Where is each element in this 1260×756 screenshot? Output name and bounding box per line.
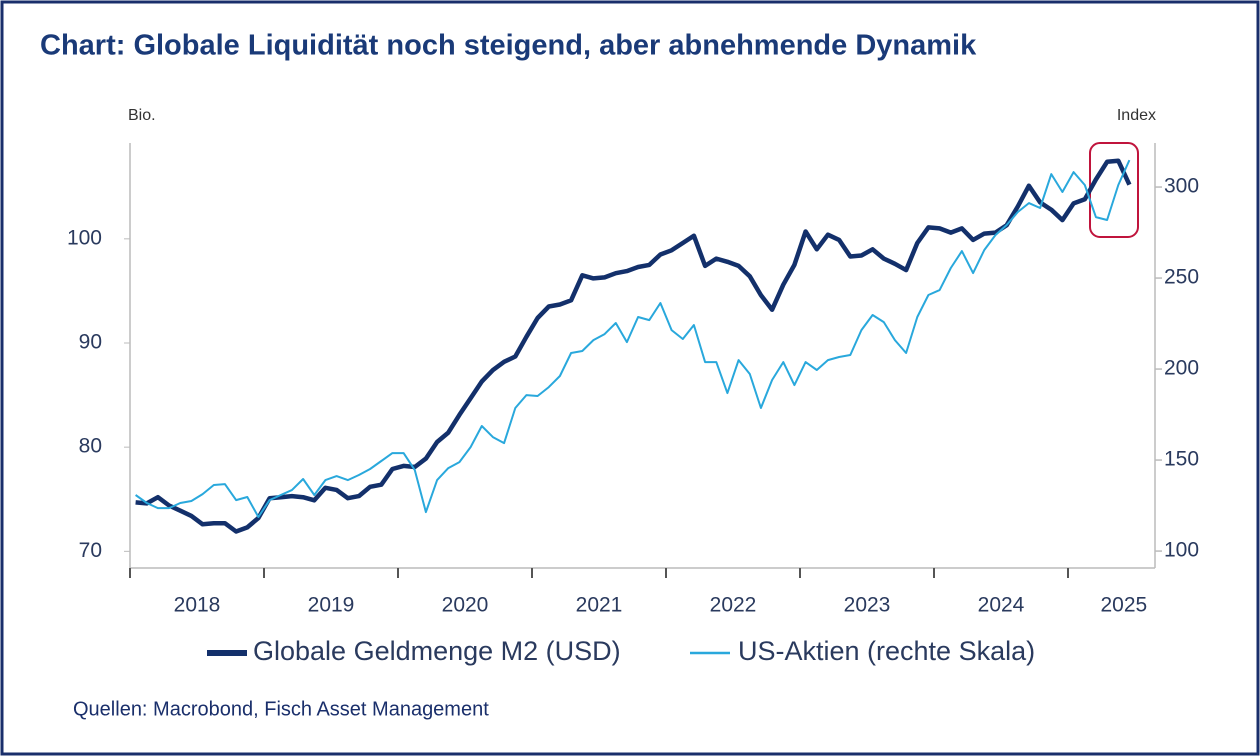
x-tick-label: 2019	[308, 594, 355, 617]
y-axis-unit: Bio.	[128, 107, 156, 124]
y-tick-label: 80	[79, 435, 102, 458]
y-tick-label: 70	[79, 539, 102, 562]
y2-tick-label: 200	[1164, 357, 1199, 380]
x-tick-label: 2020	[442, 594, 489, 617]
y2-tick-label: 250	[1164, 266, 1199, 289]
x-tick-label: 2024	[978, 594, 1025, 617]
x-tick-label: 2025	[1100, 594, 1147, 617]
chart-title: Chart: Globale Liquidität noch steigend,…	[40, 30, 977, 62]
source-note: Quellen: Macrobond, Fisch Asset Manageme…	[73, 698, 489, 720]
y2-axis-unit: Index	[1117, 107, 1156, 124]
y-tick-label: 100	[67, 226, 102, 249]
series-line	[135, 158, 1132, 534]
x-tick-label: 2021	[576, 594, 623, 617]
y2-tick-label: 300	[1164, 175, 1199, 198]
series-line	[135, 159, 1131, 518]
y2-tick-label: 150	[1164, 448, 1199, 471]
x-tick-label: 2023	[844, 594, 891, 617]
legend-label: US-Aktien (rechte Skala)	[738, 636, 1035, 666]
y-tick-label: 90	[79, 331, 102, 354]
y2-tick-label: 100	[1164, 539, 1199, 562]
legend-label: Globale Geldmenge M2 (USD)	[253, 636, 621, 666]
x-tick-label: 2022	[710, 594, 757, 617]
x-tick-label: 2018	[174, 594, 221, 617]
